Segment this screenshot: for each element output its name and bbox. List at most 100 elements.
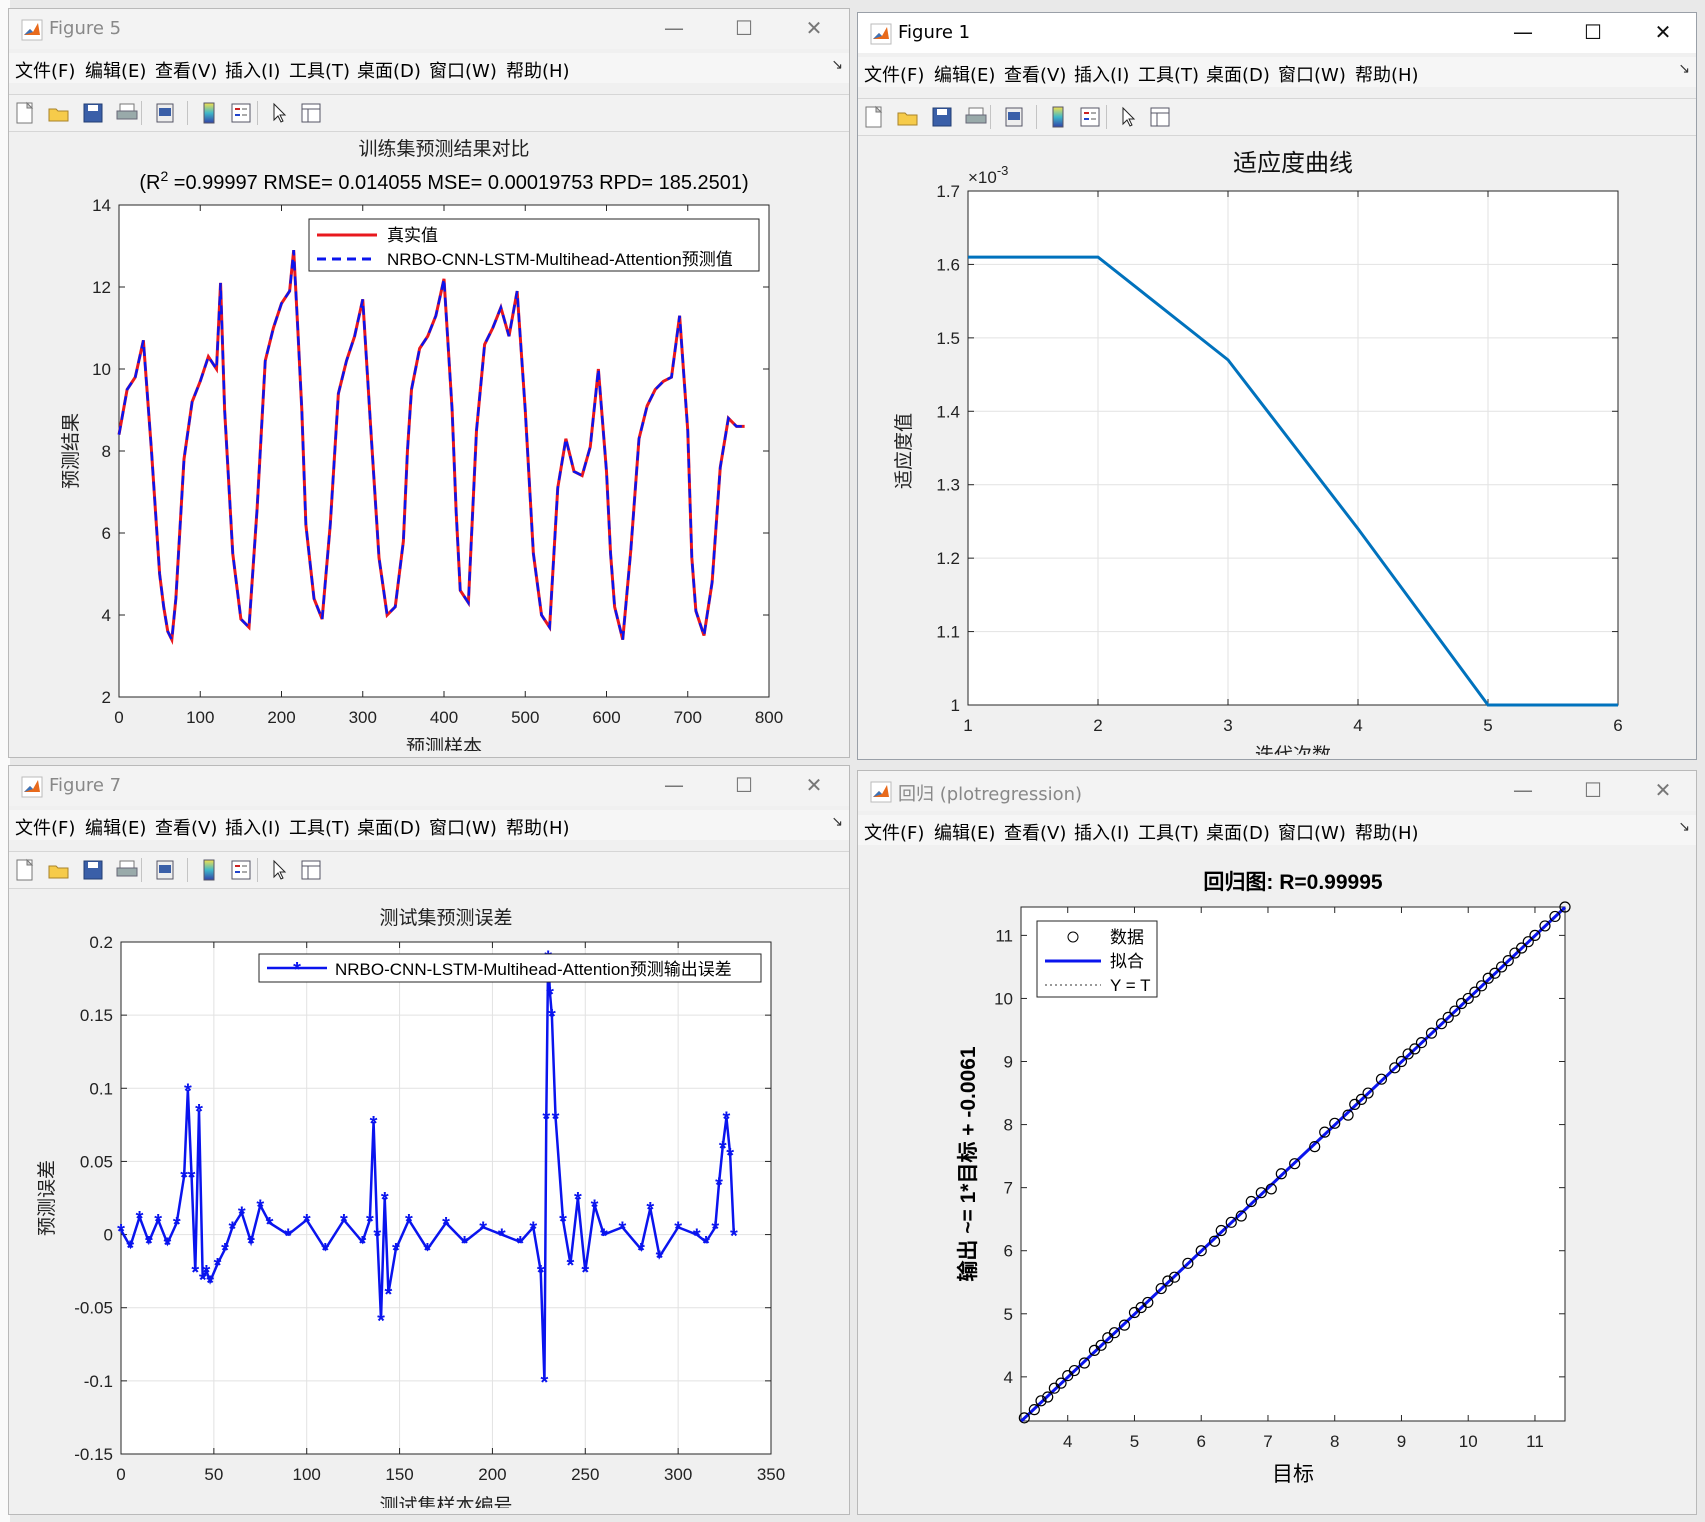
menu-item-1[interactable]: 编辑(E) bbox=[85, 61, 147, 82]
menu-item-4[interactable]: 工具(T) bbox=[1138, 823, 1200, 844]
series-true-line bbox=[117, 249, 745, 645]
menu-item-2[interactable]: 查看(V) bbox=[155, 61, 218, 82]
pointer-icon[interactable] bbox=[267, 858, 291, 882]
maximize-icon[interactable]: ☐ bbox=[1584, 778, 1602, 802]
save-icon[interactable] bbox=[930, 105, 954, 129]
menu-item-0[interactable]: 文件(F) bbox=[15, 818, 76, 839]
figure1-titlebar[interactable]: Figure 1 — ☐ ✕ bbox=[858, 13, 1696, 53]
new-file-icon[interactable] bbox=[13, 101, 37, 125]
legend-icon[interactable] bbox=[1078, 105, 1102, 129]
figure7-window[interactable]: Figure 7 — ☐ ✕ 文件(F) 编辑(E) 查看(V) 插入(I) 工具(T)… bbox=[8, 765, 850, 1515]
maximize-icon[interactable]: ☐ bbox=[1584, 20, 1602, 44]
error-marker: * bbox=[591, 1196, 599, 1218]
menu-item-7[interactable]: 帮助(H) bbox=[506, 818, 570, 839]
data-point bbox=[1329, 1117, 1341, 1129]
axes-background bbox=[968, 191, 1618, 705]
colorbar-icon[interactable] bbox=[1046, 105, 1070, 129]
figure7-titlebar[interactable]: Figure 7 — ☐ ✕ bbox=[9, 766, 849, 806]
close-icon[interactable]: ✕ bbox=[1654, 20, 1672, 44]
menu-item-3[interactable]: 插入(I) bbox=[225, 818, 281, 839]
menu-item-3[interactable]: 插入(I) bbox=[1074, 823, 1130, 844]
menu-item-6[interactable]: 窗口(W) bbox=[1278, 65, 1346, 86]
close-icon[interactable]: ✕ bbox=[1654, 778, 1672, 802]
print-preview-icon[interactable] bbox=[1002, 105, 1026, 129]
menu-item-3[interactable]: 插入(I) bbox=[225, 61, 281, 82]
menu-item-2[interactable]: 查看(V) bbox=[155, 818, 218, 839]
menu-item-0[interactable]: 文件(F) bbox=[864, 823, 925, 844]
menu-item-5[interactable]: 桌面(D) bbox=[357, 61, 421, 82]
menu-item-5[interactable]: 桌面(D) bbox=[1206, 65, 1270, 86]
minimize-icon[interactable]: — bbox=[664, 773, 684, 797]
dock-arrow-icon[interactable]: ↘ bbox=[831, 814, 843, 830]
close-icon[interactable]: ✕ bbox=[805, 16, 823, 40]
save-icon[interactable] bbox=[81, 858, 105, 882]
print-preview-icon[interactable] bbox=[153, 858, 177, 882]
menu-item-0[interactable]: 文件(F) bbox=[15, 61, 76, 82]
menu-item-3[interactable]: 插入(I) bbox=[1074, 65, 1130, 86]
dock-arrow-icon[interactable]: ↘ bbox=[1678, 61, 1690, 77]
dock-arrow-icon[interactable]: ↘ bbox=[1678, 819, 1690, 835]
open-folder-icon[interactable] bbox=[47, 101, 71, 125]
x-tick-label: 100 bbox=[186, 708, 214, 727]
menu-item-2[interactable]: 查看(V) bbox=[1004, 823, 1067, 844]
property-editor-icon[interactable] bbox=[299, 858, 323, 882]
menu-item-1[interactable]: 编辑(E) bbox=[934, 65, 996, 86]
colorbar-icon[interactable] bbox=[197, 101, 221, 125]
minimize-icon[interactable]: — bbox=[1513, 778, 1533, 802]
menu-item-1[interactable]: 编辑(E) bbox=[934, 823, 996, 844]
figure5-window[interactable]: Figure 5 — ☐ ✕ 文件(F) 编辑(E) 查看(V) 插入(I) 工具(T)… bbox=[8, 8, 850, 758]
menu-item-7[interactable]: 帮助(H) bbox=[1355, 823, 1419, 844]
menu-item-4[interactable]: 工具(T) bbox=[1138, 65, 1200, 86]
colorbar-icon[interactable] bbox=[197, 858, 221, 882]
pointer-icon[interactable] bbox=[267, 101, 291, 125]
open-folder-icon[interactable] bbox=[47, 858, 71, 882]
menu-item-7[interactable]: 帮助(H) bbox=[1355, 65, 1419, 86]
legend-icon[interactable] bbox=[229, 101, 253, 125]
menu-item-6[interactable]: 窗口(W) bbox=[429, 818, 497, 839]
print-icon[interactable] bbox=[115, 858, 139, 882]
new-file-icon[interactable] bbox=[13, 858, 37, 882]
minimize-icon[interactable]: — bbox=[664, 16, 684, 40]
toolbar-separator bbox=[187, 858, 188, 882]
figure1-window[interactable]: Figure 1 — ☐ ✕ 文件(F) 编辑(E) 查看(V) 插入(I) 工具(T)… bbox=[857, 12, 1697, 760]
data-point bbox=[1245, 1195, 1257, 1208]
data-point bbox=[1018, 1412, 1030, 1424]
save-icon[interactable] bbox=[81, 101, 105, 125]
legend-marker-data bbox=[1067, 931, 1079, 943]
menu-item-6[interactable]: 窗口(W) bbox=[1278, 823, 1346, 844]
data-point bbox=[1235, 1210, 1247, 1222]
menu-item-4[interactable]: 工具(T) bbox=[289, 818, 351, 839]
print-icon[interactable] bbox=[964, 105, 988, 129]
menu-item-2[interactable]: 查看(V) bbox=[1004, 65, 1067, 86]
regression-window[interactable]: 回归 (plotregression) — ☐ ✕ 文件(F) 编辑(E) 查看(V… bbox=[857, 770, 1697, 1515]
print-preview-icon[interactable] bbox=[153, 101, 177, 125]
data-point bbox=[1265, 1183, 1277, 1195]
dock-arrow-icon[interactable]: ↘ bbox=[831, 57, 843, 73]
menu-item-6[interactable]: 窗口(W) bbox=[429, 61, 497, 82]
menu-item-1[interactable]: 编辑(E) bbox=[85, 818, 147, 839]
property-editor-icon[interactable] bbox=[1148, 105, 1172, 129]
close-icon[interactable]: ✕ bbox=[805, 773, 823, 797]
pointer-icon[interactable] bbox=[1116, 105, 1140, 129]
new-file-icon[interactable] bbox=[862, 105, 886, 129]
menu-item-0[interactable]: 文件(F) bbox=[864, 65, 925, 86]
error-marker: * bbox=[442, 1214, 450, 1236]
print-icon[interactable] bbox=[115, 101, 139, 125]
open-folder-icon[interactable] bbox=[896, 105, 920, 129]
figure5-titlebar[interactable]: Figure 5 — ☐ ✕ bbox=[9, 9, 849, 49]
minimize-icon[interactable]: — bbox=[1513, 20, 1533, 44]
maximize-icon[interactable]: ☐ bbox=[735, 16, 753, 40]
regression-titlebar[interactable]: 回归 (plotregression) — ☐ ✕ bbox=[858, 771, 1696, 811]
property-editor-icon[interactable] bbox=[299, 101, 323, 125]
data-point bbox=[1415, 1036, 1428, 1049]
menu-item-5[interactable]: 桌面(D) bbox=[357, 818, 421, 839]
menu-item-4[interactable]: 工具(T) bbox=[289, 61, 351, 82]
axes: 0 100 200 300 400 500 600 700 800 2 4 6 8 10 12 14 bbox=[92, 196, 783, 727]
menu-item-5[interactable]: 桌面(D) bbox=[1206, 823, 1270, 844]
data-point bbox=[1549, 910, 1561, 923]
maximize-icon[interactable]: ☐ bbox=[735, 773, 753, 797]
menu-item-7[interactable]: 帮助(H) bbox=[506, 61, 570, 82]
toolbar-separator bbox=[141, 858, 142, 882]
legend-icon[interactable] bbox=[229, 858, 253, 882]
axes-box bbox=[1020, 906, 1566, 1422]
